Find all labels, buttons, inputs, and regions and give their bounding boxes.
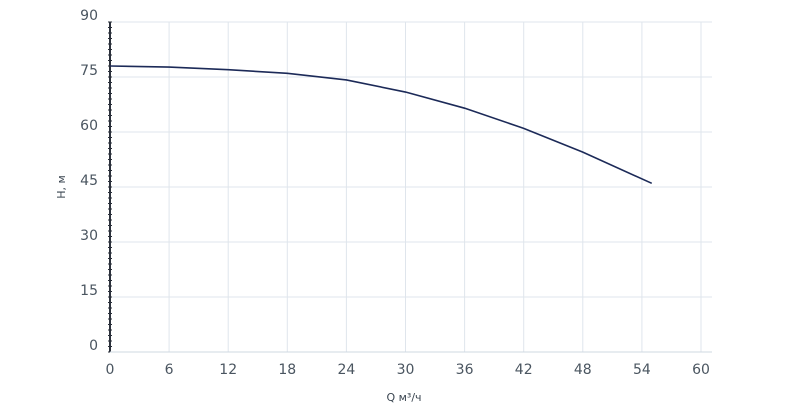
- x-tick-label: 12: [219, 362, 237, 378]
- x-axis-title: Q м³/ч: [386, 391, 421, 404]
- x-tick-label: 42: [515, 362, 533, 378]
- y-tick-label: 75: [80, 63, 98, 79]
- series-line: [109, 65, 653, 185]
- y-tick-label: 60: [80, 118, 98, 134]
- y-tick-label: 30: [80, 228, 98, 244]
- x-tick-label: 24: [337, 362, 355, 378]
- x-tick-label: 48: [574, 362, 592, 378]
- x-tick-label: 6: [165, 362, 174, 378]
- y-tick-label: 15: [80, 283, 98, 299]
- x-tick-label: 18: [278, 362, 296, 378]
- x-tick-label: 54: [633, 362, 651, 378]
- x-tick-label: 60: [692, 362, 710, 378]
- x-tick-label: 0: [106, 362, 115, 378]
- y-tick-label: 45: [80, 173, 98, 189]
- y-tick-label: 0: [89, 338, 98, 354]
- y-axis-title: H, м: [55, 175, 68, 199]
- x-tick-label: 30: [397, 362, 415, 378]
- y-tick-label: 90: [80, 8, 98, 24]
- x-tick-label: 36: [456, 362, 474, 378]
